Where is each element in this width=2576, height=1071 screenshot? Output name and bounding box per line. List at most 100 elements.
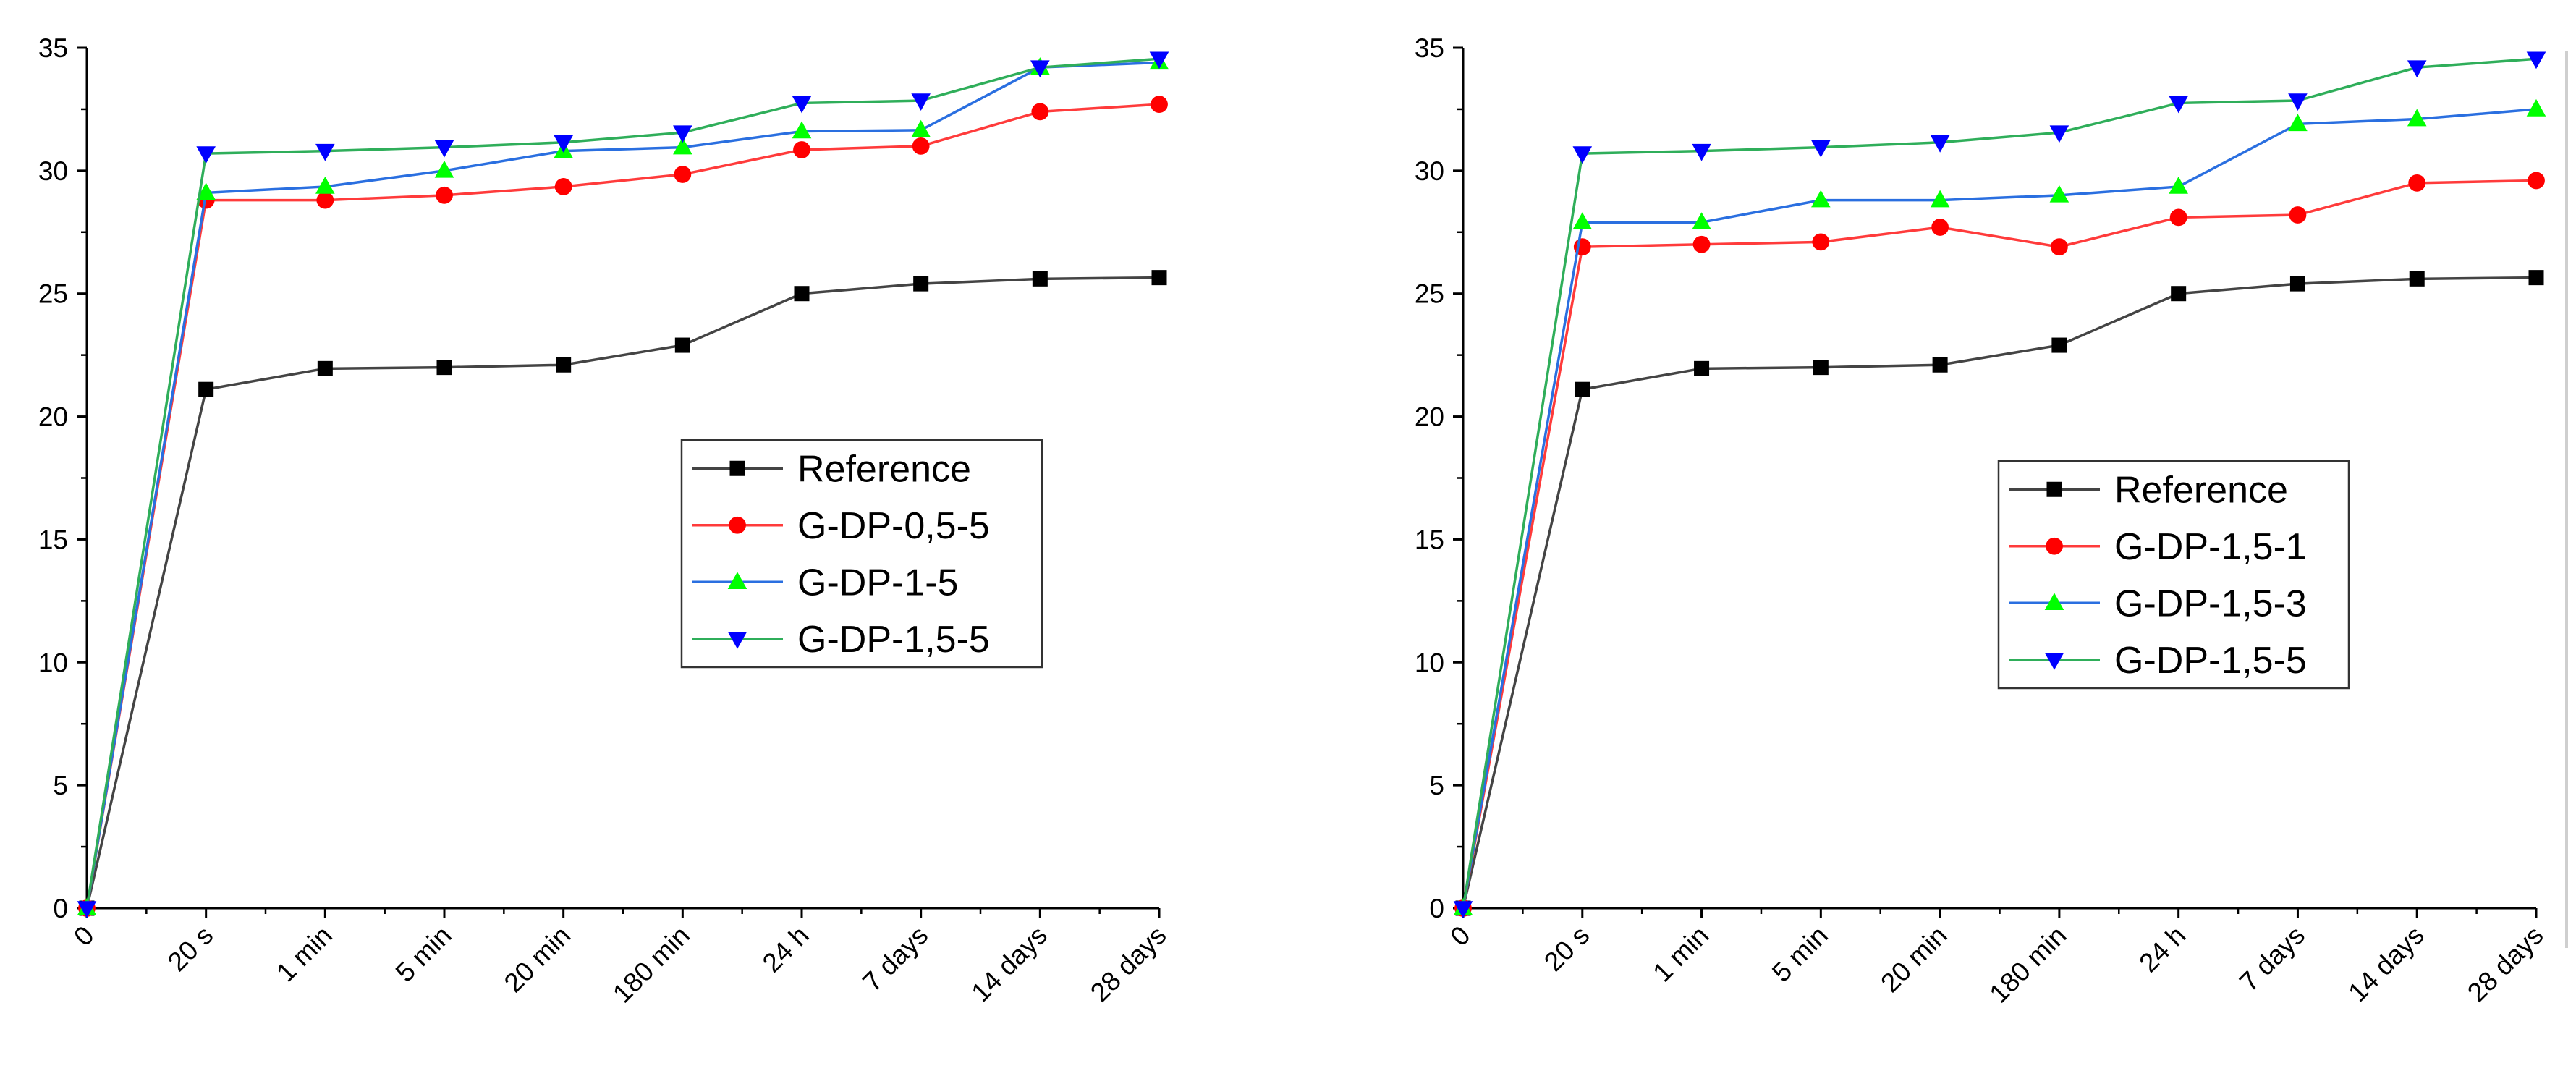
G-DP-0,5-5-marker-6 [793,141,810,158]
y-tick-label-0: 0 [1429,894,1444,923]
x-tick-label-0: 0 [1444,920,1476,952]
x-tick-label-3: 5 min [390,920,457,988]
legend-G-DP-1,5-3-marker-key [2044,593,2064,611]
Reference-marker-8 [1032,271,1048,287]
y-tick-label-30: 30 [38,156,68,186]
Reference-marker-1 [198,381,214,397]
G-DP-1,5-5-marker-9 [1149,51,1169,69]
y-tick-label-35: 35 [1415,33,1444,63]
G-DP-0,5-5-marker-2 [316,191,334,209]
y-tick-label-10: 10 [38,648,68,677]
series-G-DP-1,5-3 [1453,98,2546,915]
Reference-marker-4 [1932,357,1948,373]
x-tick-label-9: 28 days [2462,920,2549,1008]
series-line-G-DP-1,5-1 [1462,179,2537,909]
x-tick-label-4: 20 min [1875,920,1953,999]
G-DP-1,5-1-marker-5 [2050,238,2068,256]
G-DP-1,5-5-marker-8 [2407,60,2427,78]
series-line-G-DP-0,5-5 [85,103,1160,909]
x-tick-label-2: 1 min [271,920,338,988]
Reference-marker-8 [2409,271,2425,287]
legend-label-G-DP-1,5-3: G-DP-1,5-3 [2114,583,2307,625]
G-DP-1,5-5-marker-4 [1930,135,1950,153]
G-DP-1,5-3-marker-9 [2526,98,2546,117]
G-DP-0,5-5-marker-7 [912,137,930,155]
legend-G-DP-1-5-marker-key [727,572,747,590]
G-DP-1,5-1-marker-9 [2528,172,2545,190]
legend-G-DP-0,5-5-marker-key [729,516,746,534]
Reference-marker-2 [317,360,333,376]
G-DP-1,5-5-marker-0 [1453,901,1473,918]
Reference-marker-6 [794,286,810,302]
legend-box [680,439,1043,669]
Reference-marker-9 [1151,270,1167,286]
y-tick-label-5: 5 [53,771,68,800]
G-DP-1,5-5-marker-0 [77,901,97,918]
G-DP-1,5-5-marker-9 [2526,51,2546,69]
y-tick-label-25: 25 [38,279,68,309]
G-DP-1,5-5-marker-5 [2049,125,2069,143]
G-DP-1,5-5-marker-2 [315,143,335,161]
G-DP-1,5-5-marker-4 [554,135,573,153]
G-DP-1,5-5-marker-7 [2288,93,2308,111]
x-tick-label-6: 24 h [2133,920,2191,978]
legend-label-Reference: Reference [2114,469,2288,511]
G-DP-1,5-1-marker-3 [1812,233,1830,251]
Reference-marker-3 [436,360,452,376]
Reference-marker-7 [913,276,929,292]
G-DP-1,5-5-marker-3 [434,140,454,158]
y-tick-label-0: 0 [53,894,68,923]
panel-divider [2565,51,2568,948]
y-tick-label-20: 20 [38,402,68,432]
Reference-marker-5 [674,337,690,353]
G-DP-1,5-1-marker-8 [2408,174,2426,192]
legend-label-G-DP-1-5: G-DP-1-5 [797,562,958,604]
G-DP-1-5-marker-5 [673,137,692,155]
y-tick-label-35: 35 [38,33,68,63]
G-DP-1,5-3-marker-7 [2288,114,2308,132]
G-DP-1,5-5-marker-1 [1572,146,1593,164]
x-tick-label-8: 14 days [2342,920,2430,1008]
G-DP-1,5-3-marker-4 [1930,190,1950,208]
Reference-marker-7 [2289,276,2305,292]
G-DP-1,5-5-marker-2 [1692,143,1711,161]
G-DP-1,5-1-marker-6 [2169,208,2187,227]
chart-panel-2: 0 5 10 15 20 25 30 35 0 20 s 1 min 5 min 20 min 180 m… [1415,33,2549,1009]
legend-label-G-DP-1,5-1: G-DP-1,5-1 [2114,526,2307,568]
G-DP-0,5-5-marker-8 [1031,103,1049,121]
G-DP-1,5-3-marker-6 [2169,176,2188,194]
series-line-G-DP-1,5-5 [85,57,1160,909]
G-DP-1,5-5-marker-5 [673,125,692,143]
G-DP-1,5-5-marker-6 [2169,96,2188,114]
series-line-Reference [1462,276,2537,909]
x-tick-label-0: 0 [68,920,100,952]
legend-G-DP-1,5-1-marker-key [2046,537,2063,555]
x-tick-label-3: 5 min [1766,920,1834,988]
G-DP-1,5-1-marker-2 [1692,235,1711,253]
legend-panel-2: Reference G-DP-1,5-1 G-DP-1,5-3 G-DP-1,5-5 [1997,460,2350,690]
G-DP-0,5-5-marker-4 [554,178,572,195]
series-G-DP-1,5-5 [1453,51,2546,918]
G-DP-1,5-3-marker-5 [2049,185,2069,203]
G-DP-0,5-5-marker-9 [1151,96,1168,114]
G-DP-1,5-3-marker-2 [1692,212,1711,229]
y-tick-label-15: 15 [38,525,68,554]
legend-label-G-DP-1,5-5: G-DP-1,5-5 [797,619,990,661]
series-line-G-DP-1,5-5 [1462,57,2537,909]
Reference-marker-5 [2051,337,2067,353]
G-DP-1,5-5-marker-7 [911,93,931,111]
Reference-marker-3 [1813,360,1829,376]
legend-label-G-DP-1,5-5: G-DP-1,5-5 [2114,640,2307,682]
G-DP-1-5-marker-7 [911,119,931,137]
x-tick-label-4: 20 min [499,920,577,999]
series-line-Reference [85,276,1160,909]
G-DP-1-5-marker-2 [315,176,335,194]
legend-Reference-marker-key [2046,481,2062,497]
G-DP-1,5-5-marker-3 [1811,140,1831,158]
x-tick-label-6: 24 h [757,920,815,978]
x-tick-label-5: 180 min [607,920,695,1009]
x-tick-label-5: 180 min [1983,920,2072,1009]
x-tick-label-2: 1 min [1647,920,1714,988]
x-tick-label-7: 7 days [2234,920,2310,997]
